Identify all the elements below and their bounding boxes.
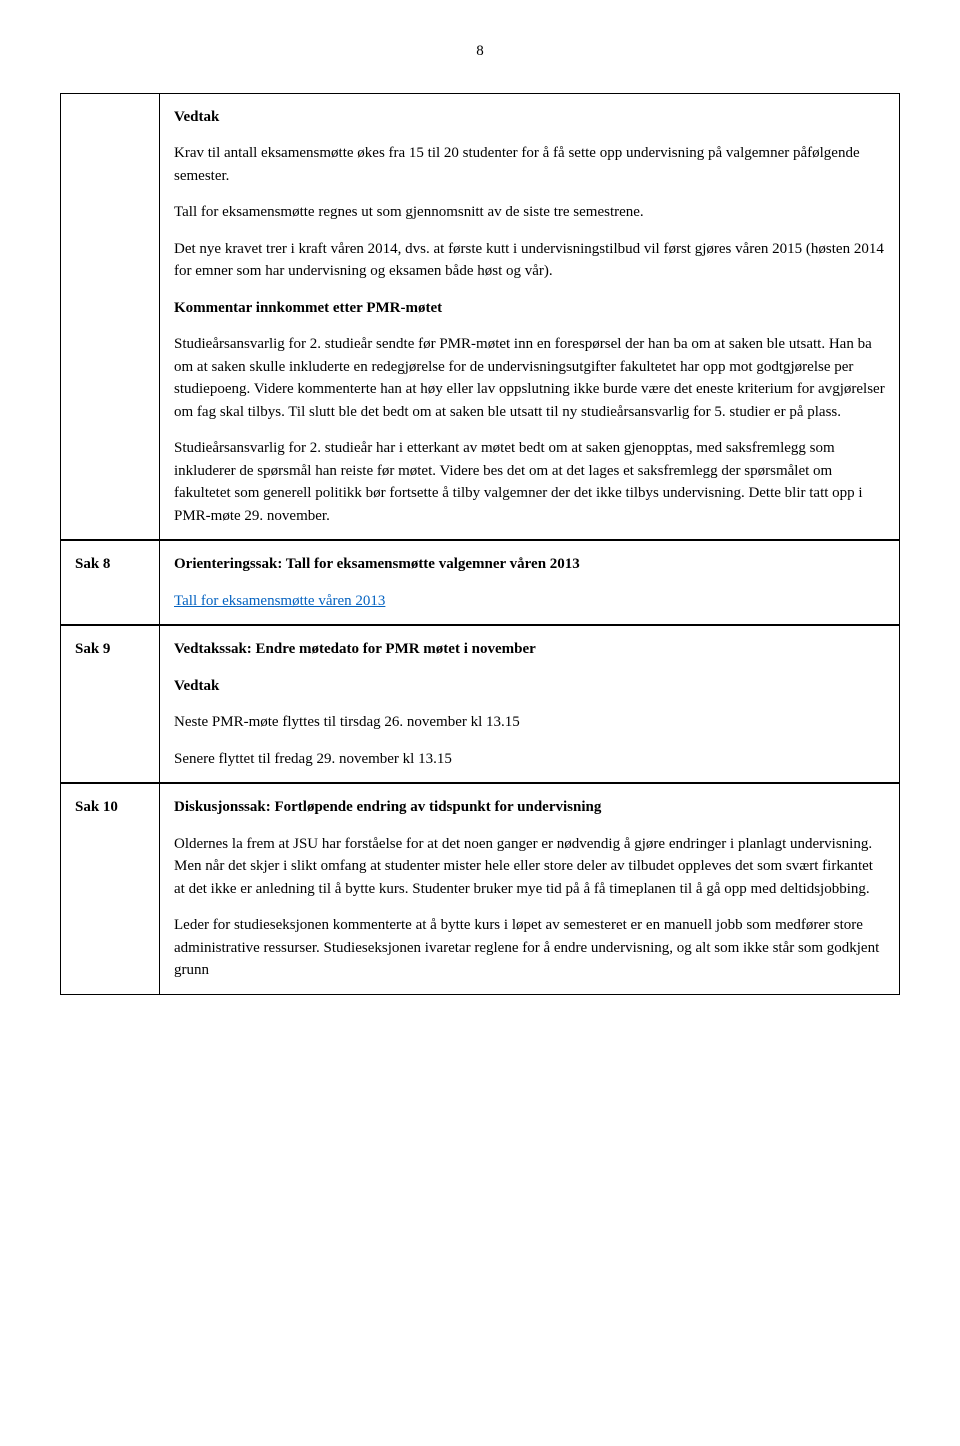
document-table: Vedtak Krav til antall eksamensmøtte øke…: [60, 93, 900, 995]
sak9-p1: Neste PMR-møte flyttes til tirsdag 26. n…: [174, 711, 885, 734]
sak10-label: Sak 10: [61, 784, 160, 995]
sak10-p1: Oldernes la frem at JSU har forståelse f…: [174, 833, 885, 901]
vedtak-heading: Vedtak: [174, 106, 885, 129]
block1-p4: Studieårsansvarlig for 2. studieår sendt…: [174, 333, 885, 423]
page-number: 8: [60, 40, 900, 63]
kommentar-heading: Kommentar innkommet etter PMR-møtet: [174, 297, 885, 320]
sak10-content: Diskusjonssak: Fortløpende endring av ti…: [160, 784, 900, 995]
block1-content: Vedtak Krav til antall eksamensmøtte øke…: [160, 93, 900, 540]
sak9-heading: Vedtakssak: Endre møtedato for PMR møtet…: [174, 638, 885, 661]
sak10-p2: Leder for studieseksjonen kommenterte at…: [174, 914, 885, 982]
block1-p2: Tall for eksamensmøtte regnes ut som gje…: [174, 201, 885, 224]
sak8-heading: Orienteringssak: Tall for eksamensmøtte …: [174, 553, 885, 576]
block1-p5: Studieårsansvarlig for 2. studieår har i…: [174, 437, 885, 527]
sak8-link[interactable]: Tall for eksamensmøtte våren 2013: [174, 593, 385, 609]
block1-p1: Krav til antall eksamensmøtte økes fra 1…: [174, 142, 885, 187]
block1-p3: Det nye kravet trer i kraft våren 2014, …: [174, 238, 885, 283]
row1-label: [61, 93, 160, 540]
sak8-label: Sak 8: [61, 541, 160, 625]
sak9-content: Vedtakssak: Endre møtedato for PMR møtet…: [160, 626, 900, 783]
sak9-vedtak-heading: Vedtak: [174, 675, 885, 698]
sak9-label: Sak 9: [61, 626, 160, 783]
sak10-heading: Diskusjonssak: Fortløpende endring av ti…: [174, 796, 885, 819]
sak8-content: Orienteringssak: Tall for eksamensmøtte …: [160, 541, 900, 625]
sak9-p2: Senere flyttet til fredag 29. november k…: [174, 748, 885, 771]
